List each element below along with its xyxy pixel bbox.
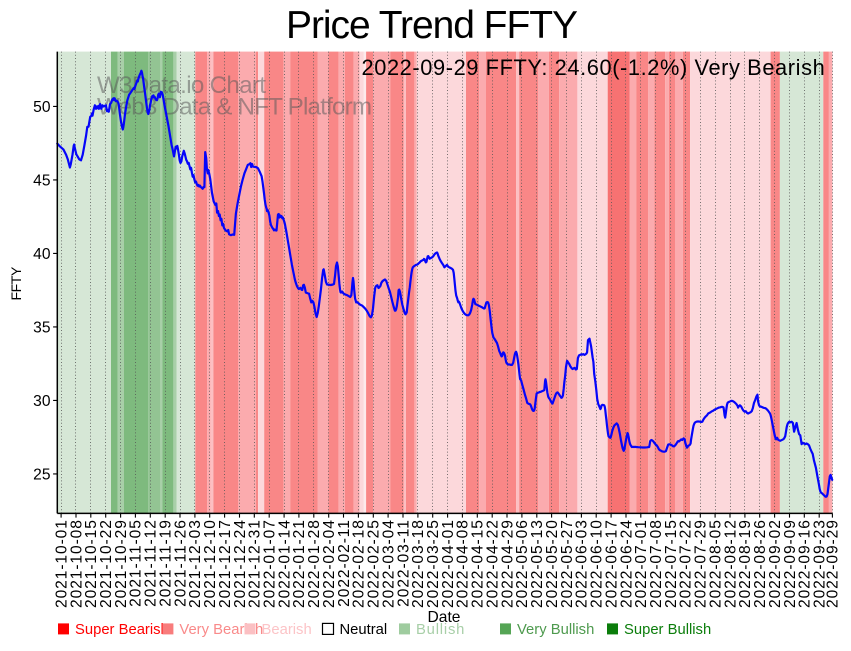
svg-text:2022-05-06: 2022-05-06	[514, 519, 531, 608]
svg-text:Bullish: Bullish	[416, 622, 465, 638]
svg-text:2021-10-08: 2021-10-08	[68, 519, 85, 608]
svg-text:2022-02-25: 2022-02-25	[366, 519, 383, 608]
svg-text:Neutral: Neutral	[340, 622, 388, 638]
svg-text:W3Data.io Chart: W3Data.io Chart	[97, 72, 266, 99]
svg-text:2022-06-10: 2022-06-10	[589, 519, 606, 608]
svg-text:2022-03-18: 2022-03-18	[410, 519, 427, 608]
svg-text:2021-12-03: 2021-12-03	[187, 519, 204, 608]
svg-text:2022-03-11: 2022-03-11	[395, 519, 412, 607]
svg-text:Very Bearish: Very Bearish	[179, 622, 263, 638]
svg-text:Price Trend FFTY: Price Trend FFTY	[286, 4, 578, 47]
svg-text:2022-07-15: 2022-07-15	[663, 519, 680, 608]
svg-text:FFTY: FFTY	[8, 266, 24, 300]
svg-text:2022-01-07: 2022-01-07	[262, 519, 279, 608]
svg-text:2021-12-31: 2021-12-31	[247, 519, 264, 608]
svg-text:2022-02-18: 2022-02-18	[351, 519, 368, 608]
svg-text:2022-06-24: 2022-06-24	[618, 519, 635, 608]
svg-text:2022-07-29: 2022-07-29	[693, 519, 710, 608]
svg-text:2021-11-05: 2021-11-05	[128, 519, 145, 607]
svg-text:2021-12-24: 2021-12-24	[232, 519, 249, 608]
svg-text:2022-01-21: 2022-01-21	[291, 519, 308, 608]
svg-text:2022-09-02: 2022-09-02	[767, 519, 784, 608]
svg-text:Super Bearish: Super Bearish	[75, 622, 169, 638]
svg-text:2021-10-15: 2021-10-15	[83, 519, 100, 608]
svg-text:2022-06-03: 2022-06-03	[574, 519, 591, 608]
svg-text:Super Bullish: Super Bullish	[624, 622, 711, 638]
svg-text:45: 45	[33, 172, 51, 189]
svg-text:25: 25	[33, 466, 51, 483]
svg-text:2022-01-14: 2022-01-14	[276, 519, 293, 608]
svg-text:2022-07-08: 2022-07-08	[648, 519, 665, 608]
svg-text:2022-08-12: 2022-08-12	[722, 519, 739, 608]
svg-text:2022-04-15: 2022-04-15	[470, 519, 487, 608]
svg-text:2022-08-05: 2022-08-05	[707, 519, 724, 608]
svg-text:2022-05-27: 2022-05-27	[559, 519, 576, 608]
svg-text:2021-10-22: 2021-10-22	[98, 519, 115, 608]
svg-text:2022-04-08: 2022-04-08	[455, 519, 472, 608]
svg-text:2021-10-01: 2021-10-01	[53, 519, 70, 608]
svg-text:2022-03-25: 2022-03-25	[425, 519, 442, 608]
svg-text:2021-12-10: 2021-12-10	[202, 519, 219, 608]
svg-text:2022-09-29 FFTY: 24.60(-1.2%): 2022-09-29 FFTY: 24.60(-1.2%) Very Beari…	[362, 55, 826, 80]
svg-text:2022-04-22: 2022-04-22	[485, 519, 502, 608]
svg-text:2022-05-20: 2022-05-20	[544, 519, 561, 608]
svg-text:2022-06-17: 2022-06-17	[603, 519, 620, 608]
svg-text:2021-11-12: 2021-11-12	[143, 519, 160, 607]
svg-text:2022-09-16: 2022-09-16	[797, 519, 814, 608]
svg-text:2022-07-01: 2022-07-01	[633, 519, 650, 608]
svg-text:2022-02-11: 2022-02-11	[336, 519, 353, 607]
svg-text:2021-11-26: 2021-11-26	[172, 519, 189, 607]
svg-text:2022-03-04: 2022-03-04	[380, 519, 397, 608]
svg-text:Bearish: Bearish	[262, 622, 312, 638]
svg-text:2022-08-26: 2022-08-26	[752, 519, 769, 608]
svg-text:Very Bullish: Very Bullish	[517, 622, 594, 638]
svg-text:2022-01-28: 2022-01-28	[306, 519, 323, 608]
svg-text:2021-10-29: 2021-10-29	[113, 519, 130, 608]
svg-text:2022-09-09: 2022-09-09	[782, 519, 799, 608]
svg-text:50: 50	[33, 99, 51, 116]
svg-text:2021-11-19: 2021-11-19	[158, 519, 175, 607]
svg-text:2022-07-22: 2022-07-22	[678, 519, 695, 608]
svg-text:Date: Date	[428, 609, 461, 626]
svg-text:2022-04-29: 2022-04-29	[499, 519, 516, 608]
svg-text:2022-08-19: 2022-08-19	[737, 519, 754, 608]
svg-text:40: 40	[33, 246, 51, 263]
svg-text:30: 30	[33, 393, 51, 410]
svg-text:2022-02-04: 2022-02-04	[321, 519, 338, 608]
svg-text:2022-09-29: 2022-09-29	[825, 519, 842, 608]
svg-text:35: 35	[33, 319, 51, 336]
svg-text:2021-12-17: 2021-12-17	[217, 519, 234, 608]
svg-text:2022-09-23: 2022-09-23	[812, 519, 829, 608]
svg-text:2022-04-01: 2022-04-01	[440, 519, 457, 608]
svg-text:Web3 Data & NFT Platform: Web3 Data & NFT Platform	[97, 93, 371, 120]
svg-text:2022-05-13: 2022-05-13	[529, 519, 546, 608]
